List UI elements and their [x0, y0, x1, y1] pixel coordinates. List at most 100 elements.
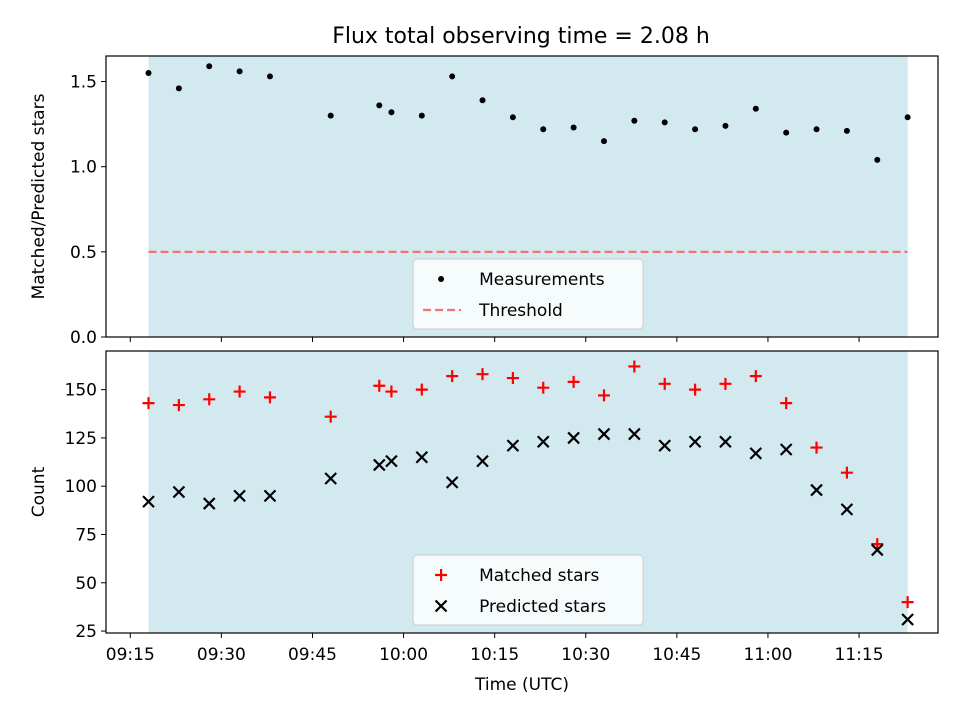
predicted-star-marker [476, 454, 489, 468]
matched-star-marker [901, 596, 914, 609]
matched-star-marker [840, 466, 853, 479]
predicted-star-marker [688, 435, 702, 449]
y-tick-label: 1.5 [70, 73, 97, 93]
matched-star-marker [719, 377, 732, 390]
measurement-point [479, 97, 486, 104]
measurement-point [418, 112, 425, 119]
matched-star-marker [780, 397, 793, 410]
matched-star-marker [172, 399, 185, 412]
x-tick-label: 09:45 [288, 645, 337, 665]
matched-star-marker [415, 383, 428, 396]
matched-star-marker [506, 372, 519, 385]
predicted-star-marker [840, 503, 854, 516]
legend-marker-matched [435, 569, 448, 581]
matched-star-marker [385, 385, 398, 398]
x-tick-label: 11:15 [835, 645, 884, 665]
measurement-point [540, 126, 547, 133]
legend-marker-predicted [434, 599, 448, 613]
predicted-star-marker [263, 489, 277, 503]
predicted-star-marker [233, 489, 246, 503]
measurement-point [600, 138, 607, 145]
matched-star-marker [233, 385, 246, 398]
legend-box [412, 554, 644, 626]
predicted-star-marker [445, 476, 459, 489]
x-tick-label: 10:30 [561, 645, 610, 665]
matched-star-marker [567, 375, 580, 388]
y-tick-label: 125 [65, 429, 97, 449]
predicted-star-marker [628, 427, 641, 441]
predicted-star-marker [901, 613, 914, 626]
measurement-point [236, 68, 243, 75]
predicted-star-marker [810, 483, 823, 497]
measurement-point [206, 63, 213, 70]
y-tick-label: 25 [75, 622, 97, 642]
predicted-star-marker [142, 495, 155, 508]
axes-frame [105, 350, 939, 634]
matched-star-marker [597, 389, 610, 402]
measurement-point [722, 122, 729, 129]
predicted-star-marker [567, 431, 580, 445]
x-axis-label: Time (UTC) [474, 675, 569, 695]
matched-star-marker [658, 377, 671, 390]
y-tick-label: 0.5 [70, 243, 97, 263]
measurement-point [327, 112, 334, 119]
measurement-point [783, 129, 790, 136]
matched-star-marker [749, 370, 762, 383]
predicted-star-marker [597, 427, 611, 441]
y-tick-label: 150 [65, 381, 97, 401]
bottom-panel: 09:15 09:30 09:45 10:00 10:15 10:30 10:45 11:00… [29, 350, 939, 695]
x-tick-label: 09:15 [106, 645, 155, 665]
measurement-point [449, 73, 456, 80]
measurement-point [570, 124, 577, 131]
predicted-star-marker [385, 454, 398, 468]
measurement-point [692, 126, 699, 133]
y-tick-label: 75 [75, 525, 97, 545]
predicted-star-marker [506, 439, 520, 452]
measurement-point [904, 114, 911, 121]
predicted-star-marker [324, 472, 337, 485]
matched-star-marker [871, 538, 884, 551]
predicted-star-marker [779, 443, 793, 456]
y-tick-label: 0.0 [70, 328, 97, 348]
legend-label: Measurements [479, 270, 605, 290]
matched-star-marker [324, 410, 337, 423]
matched-star-marker [373, 379, 386, 392]
x-tick-label: 11:00 [743, 645, 792, 665]
measurement-point [843, 127, 850, 134]
matched-star-marker [537, 381, 550, 394]
matched-star-marker [810, 441, 823, 454]
measurement-point [266, 73, 273, 80]
matched-star-marker [476, 368, 489, 381]
legend-label: Threshold [478, 301, 563, 321]
measurement-point [145, 70, 152, 77]
measurement-point [661, 119, 668, 126]
predicted-star-marker [172, 485, 186, 499]
matched-star-marker [142, 397, 155, 410]
x-tick-label: 10:00 [379, 645, 428, 665]
top-panel: 0.0 0.5 1.0 1.5 Matched/Predicted stars Measu… [29, 55, 939, 348]
predicted-star-marker [658, 439, 671, 452]
measurement-point [509, 114, 516, 121]
chart-title: Flux total observing time = 2.08 h [332, 24, 710, 49]
predicted-star-marker [415, 450, 429, 464]
measurement-point [631, 117, 638, 124]
measurement-point [388, 109, 395, 116]
matched-star-marker [446, 370, 459, 383]
x-tick-label: 09:30 [197, 645, 246, 665]
predicted-star-marker [749, 447, 763, 460]
legend-label: Matched stars [479, 566, 599, 586]
measurement-point [752, 105, 759, 112]
measurement-point [175, 85, 182, 92]
legend-label: Predicted stars [479, 597, 606, 617]
x-tick-label: 10:15 [470, 645, 519, 665]
matched-star-marker [689, 383, 702, 396]
y-tick-label: 1.0 [70, 158, 97, 178]
measurement-point [376, 102, 383, 109]
y-tick-label: 100 [65, 477, 97, 497]
legend-marker-measurements [438, 276, 445, 282]
predicted-star-marker [870, 543, 884, 557]
measurement-point [813, 126, 820, 133]
x-tick-label: 10:45 [652, 645, 701, 665]
y-axis-label: Count [29, 466, 49, 517]
